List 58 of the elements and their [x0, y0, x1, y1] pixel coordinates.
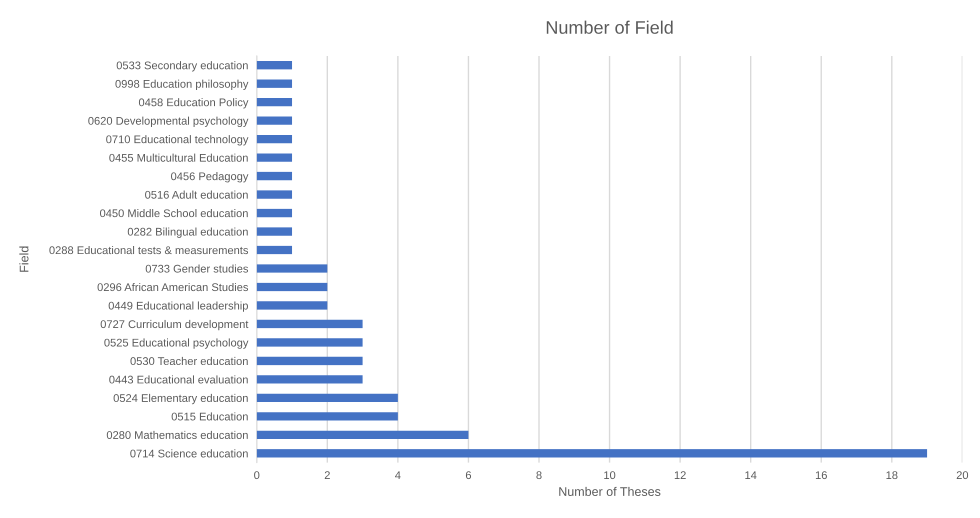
bar [256, 246, 292, 254]
y-tick-label: 0515 Education [172, 412, 248, 420]
y-tick-label: 0288 Educational tests & measurements [49, 246, 248, 254]
x-tick-label: 0 [254, 471, 260, 480]
x-axis-title: Number of Theses [559, 486, 660, 496]
bar [256, 172, 292, 180]
y-tick-label: 0998 Education philosophy [115, 80, 248, 90]
y-tick-label: 0455 Multicultural Education [109, 154, 248, 162]
y-tick-label: 0524 Elementary education [114, 394, 248, 404]
bar [256, 80, 292, 88]
chart-title: Number of Field [546, 20, 673, 34]
y-tick-label: 0727 Curriculum development [100, 320, 248, 330]
y-tick-label: 0733 Gender studies [146, 264, 248, 273]
y-tick-label: 0449 Educational leadership [108, 301, 248, 312]
x-tick-label: 10 [604, 471, 616, 480]
x-tick-label: 14 [745, 471, 757, 479]
y-tick-label: 0296 African American Studies [98, 282, 248, 292]
y-tick-label: 0620 Developmental psychology [88, 116, 248, 127]
bar [256, 282, 328, 292]
x-tick-label: 18 [886, 471, 898, 480]
y-tick-label: 0450 Middle School education [100, 209, 248, 218]
y-axis-title: Field [19, 246, 28, 272]
y-tick-label: 0516 Adult education [145, 190, 248, 199]
y-tick-label: 0714 Science education [130, 449, 248, 458]
x-tick-label: 12 [674, 471, 686, 479]
bar [256, 153, 292, 162]
bar [256, 412, 398, 421]
x-tick-label: 2 [324, 471, 330, 479]
y-tick-label: 0525 Educational psychology [104, 338, 248, 349]
bar [256, 208, 292, 218]
y-tick-label: 0443 Educational evaluation [109, 375, 248, 384]
bar [256, 264, 328, 273]
bar [256, 227, 292, 236]
bar [256, 430, 468, 440]
bar [256, 320, 363, 328]
y-tick-label: 0282 Bilingual education [128, 228, 248, 238]
bar [256, 356, 363, 366]
bar [256, 375, 363, 384]
x-tick-label: 8 [536, 471, 542, 480]
x-tick-label: 6 [466, 471, 472, 480]
y-tick-label: 0280 Mathematics education [106, 430, 248, 439]
bar [256, 61, 292, 70]
bar [256, 190, 292, 199]
x-tick-label: 4 [395, 471, 401, 479]
bar [256, 394, 398, 402]
bar [256, 301, 328, 310]
y-tick-label: 0456 Pedagogy [171, 172, 248, 182]
x-tick-label: 16 [816, 471, 827, 480]
y-tick-label: 0533 Secondary education [116, 61, 248, 72]
y-tick-label: 0458 Education Policy [138, 98, 248, 108]
bar [256, 338, 363, 347]
y-tick-label: 0530 Teacher education [130, 356, 248, 366]
bar [256, 449, 928, 458]
bar [256, 116, 292, 125]
bar [256, 134, 292, 144]
y-tick-label: 0710 Educational technology [106, 135, 248, 146]
x-tick-label: 20 [956, 471, 968, 480]
bar [256, 98, 292, 106]
